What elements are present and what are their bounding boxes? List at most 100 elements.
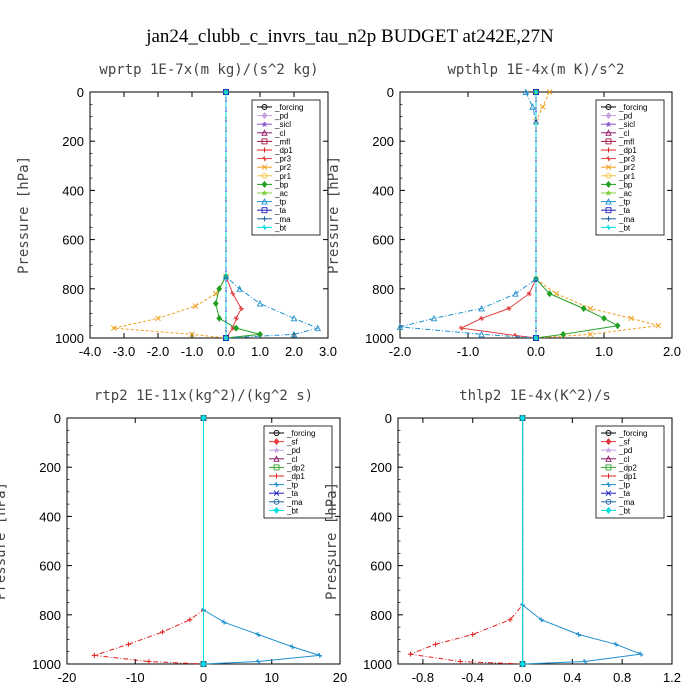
y-tick-label: 600 (39, 559, 61, 574)
legend-marker (605, 121, 612, 128)
data-point_pr3 (458, 325, 464, 331)
data-point_bt (223, 335, 229, 341)
data-point_bt (200, 414, 207, 422)
legend-label: _pr3 (274, 155, 292, 164)
legend-label: _ac (618, 189, 632, 198)
legend-label: _sicl (274, 120, 291, 129)
series-line_tp (522, 418, 643, 665)
legend-label: _tp (274, 198, 287, 207)
data-point_tp (290, 314, 298, 322)
chart-panel-3: rtp2 1E-11x(kg^2)/(kg^2 s) Pressure [hPa]… (0, 388, 347, 685)
data-point_tp (512, 290, 519, 297)
data-point_pr3 (479, 315, 485, 321)
x-tick-label: 2.0 (663, 344, 681, 359)
data-point_bt (223, 89, 229, 95)
legend-label: _pd (274, 112, 288, 121)
legend-marker (261, 207, 268, 214)
legend-label: _ta (618, 206, 631, 215)
y-tick-label: 800 (62, 282, 84, 297)
x-tick-label: -0.4 (462, 670, 484, 685)
series_bt (519, 414, 526, 668)
legend-marker (605, 498, 612, 505)
x-tick-label: 1.0 (251, 344, 269, 359)
data-point_tp (289, 644, 295, 650)
data-point_bp (212, 300, 219, 308)
legend-label: _forcing (618, 429, 647, 438)
data-point_dp1 (432, 641, 438, 647)
legend-marker (605, 129, 612, 136)
series_dp1 (91, 415, 206, 667)
panel-title: wpthlp 1E-4x(m K)/s^2 (447, 62, 624, 78)
data-point_tp (478, 304, 485, 312)
panel-title: wprtp 1E-7x(m kg)/(s^2 kg) (99, 62, 318, 78)
x-tick-label: 1.0 (595, 344, 613, 359)
legend-label: _dp2 (618, 463, 637, 472)
data-point_tp (638, 651, 644, 657)
legend-label: _ta (618, 489, 631, 498)
legend-marker (605, 464, 612, 471)
y-tick-label: 600 (372, 233, 394, 248)
legend-label: _dp1 (618, 472, 637, 481)
x-tick-label: 2.0 (285, 344, 303, 359)
y-tick-label: 0 (77, 85, 84, 100)
data-point_pr3 (233, 315, 239, 321)
legend-marker (261, 112, 268, 120)
legend-marker (605, 438, 612, 446)
legend-marker (605, 430, 612, 436)
data-point_dp1 (187, 617, 193, 623)
legend-marker (261, 138, 268, 145)
legend-label: _tp (618, 481, 631, 490)
legend-marker (273, 438, 280, 446)
legend: _forcing_pd_sicl_cl_mfl_dp1_pr3_pr2_pr1_… (595, 99, 665, 236)
legend-label: _pr1 (274, 172, 292, 181)
data-point_pr2 (110, 325, 117, 332)
legend-marker (606, 482, 611, 488)
data-point_pr3 (238, 305, 244, 311)
x-tick-label: -20 (58, 670, 77, 685)
data-point_pr2 (192, 303, 199, 309)
data-point_pr2 (655, 322, 662, 329)
data-point_bt (519, 660, 526, 668)
legend-label: _cl (618, 455, 629, 464)
y-tick-label: 400 (370, 509, 392, 524)
series-line_pr2 (535, 91, 659, 339)
data-point_tp (256, 300, 264, 307)
data-point_dp1 (91, 652, 97, 658)
x-tick-label: 0.0 (514, 670, 532, 685)
series_bt (533, 89, 539, 341)
legend-label: _sf (286, 438, 298, 447)
legend-label: _pr1 (618, 172, 636, 181)
legend-marker (605, 104, 612, 110)
data-point_tp (317, 652, 323, 658)
legend-marker (261, 190, 268, 196)
data-point_tp (255, 659, 261, 665)
legend-label: _pr3 (618, 155, 636, 164)
x-tick-label: 1.2 (663, 670, 681, 685)
legend-label: _dp1 (286, 472, 305, 481)
legend-marker (605, 198, 612, 205)
x-tick-label: -1.0 (457, 344, 479, 359)
legend-marker (606, 147, 611, 153)
legend-label: _bt (618, 223, 631, 232)
x-tick-label: 0.8 (613, 670, 631, 685)
legend-marker (606, 216, 611, 222)
legend-label: _forcing (618, 103, 647, 112)
y-tick-label: 200 (372, 134, 394, 149)
legend-marker (605, 138, 612, 145)
data-point_pr2 (553, 290, 560, 297)
legend-label: _dp1 (274, 146, 293, 155)
data-point_bp (601, 314, 607, 322)
legend-label: _bt (274, 223, 287, 232)
x-tick-label: 10 (265, 670, 279, 685)
legend-marker (261, 129, 268, 136)
x-tick-label: -2.0 (147, 344, 169, 359)
legend-marker (273, 464, 280, 471)
x-tick-label: -0.8 (412, 670, 434, 685)
legend-label: _pr2 (618, 163, 636, 172)
data-point_bt (533, 89, 539, 95)
data-point_tp (582, 659, 588, 665)
legend-marker (606, 473, 611, 479)
data-point_pr2 (628, 315, 635, 322)
x-tick-label: -3.0 (113, 344, 135, 359)
legend-marker (605, 164, 612, 171)
